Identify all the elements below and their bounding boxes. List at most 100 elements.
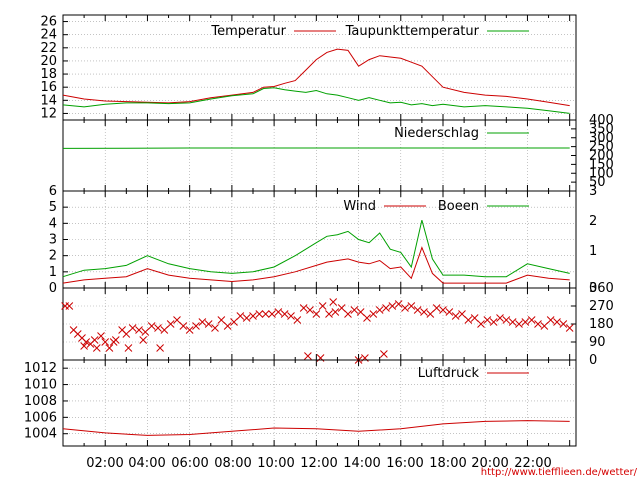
direction-point: [274, 308, 283, 316]
direction-point: [329, 298, 338, 306]
direction-point: [166, 320, 175, 328]
y-tick-label: 1004: [24, 427, 57, 442]
direction-point: [331, 308, 340, 316]
direction-point: [458, 310, 466, 318]
direction-point: [432, 304, 441, 312]
x-tick-label-9: 20:00: [471, 456, 508, 471]
direction-point: [242, 314, 251, 322]
direction-point: [534, 320, 542, 328]
x-tick-label-1: 04:00: [128, 456, 165, 471]
direction-point: [160, 326, 169, 334]
direction-point: [382, 304, 390, 312]
direction-point: [439, 306, 447, 314]
y-tick-label: 22: [40, 41, 57, 56]
direction-point: [109, 338, 118, 346]
direction-point: [375, 306, 384, 314]
y2-tick-label: 1: [589, 244, 597, 259]
x-tick-label-0: 02:00: [86, 456, 123, 471]
direction-point: [204, 320, 213, 328]
direction-point: [394, 300, 403, 308]
y-tick-label: 1012: [24, 361, 57, 376]
y2-tick-label: 250: [589, 140, 614, 155]
direction-point: [293, 316, 302, 324]
y-tick-label: 26: [40, 15, 57, 30]
y2-tick-label: 3: [589, 184, 597, 199]
direction-point: [82, 338, 91, 346]
direction-point: [217, 316, 226, 324]
y2-tick-label: 100: [589, 166, 614, 181]
direction-point: [92, 344, 101, 352]
direction-point: [380, 350, 388, 358]
direction-point: [483, 316, 492, 324]
series-line-temperatur: [62, 48, 570, 107]
direction-point: [122, 330, 131, 338]
direction-point: [413, 306, 422, 314]
direction-point: [230, 318, 238, 326]
direction-point: [502, 316, 511, 324]
direction-point: [198, 318, 207, 326]
direction-point: [179, 322, 188, 330]
y-tick-label: 6: [49, 184, 57, 199]
direction-point: [105, 344, 114, 352]
legend-label: Luftdruck: [418, 366, 480, 381]
direction-point: [489, 318, 498, 326]
y-tick-label: 0: [49, 281, 57, 296]
y-tick-label: 3: [49, 233, 57, 248]
direction-point: [156, 344, 164, 352]
y2-tick-label: 90: [589, 335, 606, 350]
x-tick-label-5: 12:00: [300, 456, 337, 471]
direction-point: [280, 310, 289, 318]
series-line-boeen: [62, 219, 570, 278]
direction-point: [211, 324, 219, 332]
direction-point: [90, 336, 99, 344]
y2-tick-label: 0: [589, 281, 597, 296]
direction-point: [261, 310, 270, 318]
direction-point: [553, 318, 561, 326]
direction-point: [470, 314, 479, 322]
y2-tick-label: 400: [589, 113, 614, 128]
y2-tick-label: 50: [589, 175, 606, 190]
direction-point: [154, 324, 162, 332]
y2-tick-label: 270: [589, 299, 614, 314]
direction-point: [350, 306, 359, 314]
legend-label: Niederschlag: [394, 126, 479, 141]
direction-point: [540, 322, 549, 330]
y-tick-label: 16: [40, 80, 57, 95]
y2-tick-label: 200: [589, 149, 614, 164]
y2-tick-label: 2: [589, 214, 597, 229]
direction-point: [401, 304, 409, 312]
direction-point: [527, 316, 536, 324]
y-tick-label: 1010: [24, 378, 57, 393]
direction-point: [363, 314, 371, 322]
direction-point: [128, 324, 137, 332]
legend-label: Temperatur: [210, 24, 286, 39]
direction-point: [141, 328, 150, 336]
y-tick-label: 24: [40, 28, 57, 43]
x-tick-label-2: 06:00: [171, 456, 208, 471]
direction-point: [565, 324, 574, 332]
direction-point: [356, 308, 365, 316]
y-tick-label: 1008: [24, 394, 57, 409]
y-tick-label: 14: [40, 93, 57, 108]
direction-point: [80, 342, 88, 350]
direction-point: [101, 338, 110, 346]
panel-frame: [62, 359, 577, 447]
series-line-luftdruck: [62, 420, 570, 436]
direction-point: [124, 344, 133, 352]
y-tick-label: 5: [49, 200, 57, 215]
direction-point: [139, 336, 148, 344]
direction-point: [521, 318, 530, 326]
direction-point: [451, 312, 460, 320]
direction-point: [477, 320, 485, 328]
y-tick-label: 20: [40, 54, 57, 69]
y-tick-label: 1: [49, 265, 57, 280]
x-tick-label-8: 18:00: [429, 456, 466, 471]
direction-point: [223, 322, 232, 330]
direction-point: [173, 316, 181, 324]
direction-point: [249, 312, 257, 320]
x-tick-label-4: 10:00: [257, 456, 294, 471]
